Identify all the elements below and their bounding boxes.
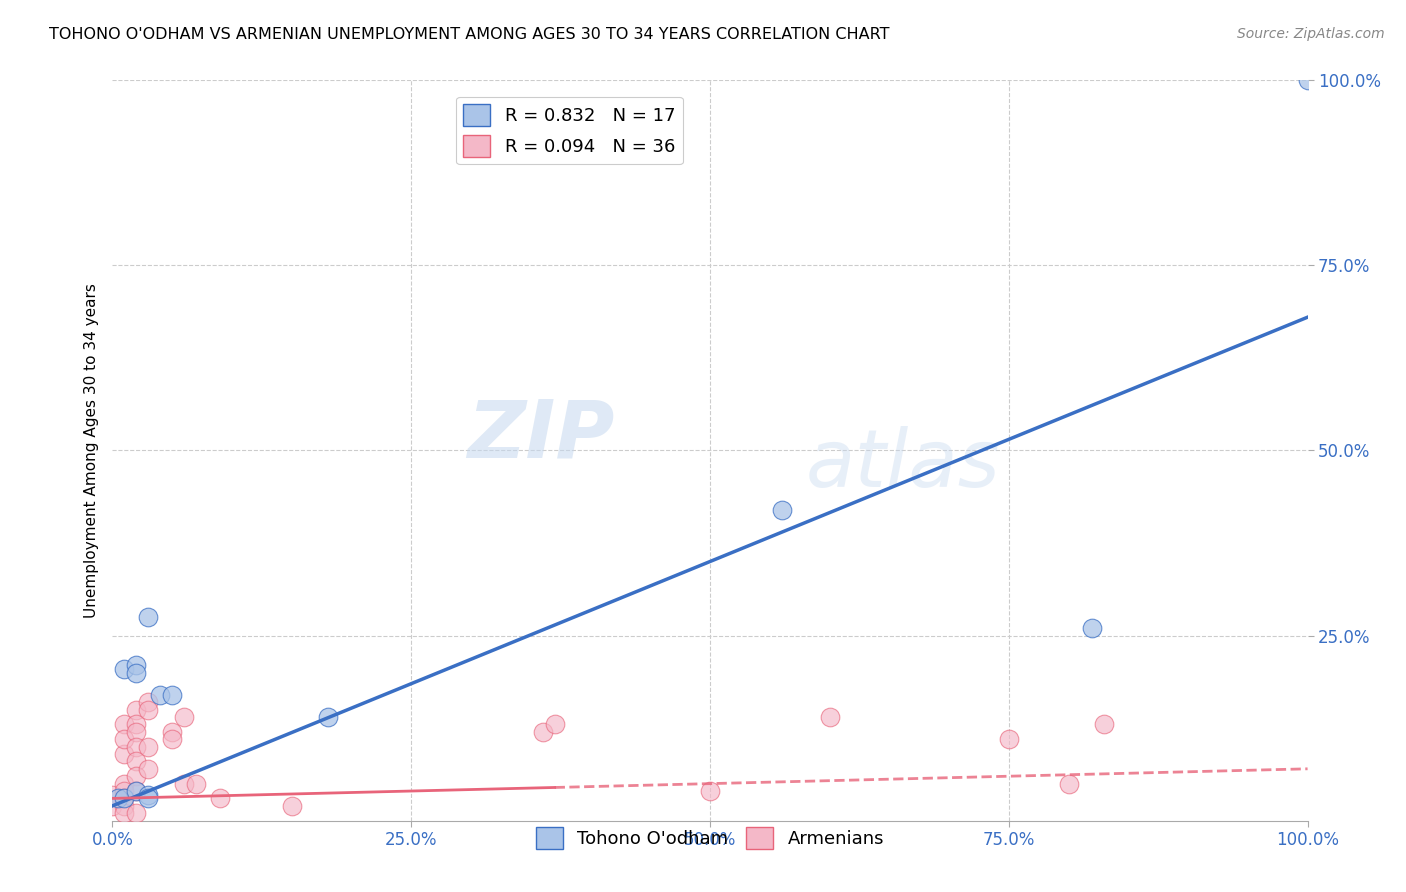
- Point: [101, 798, 124, 813]
- Point: [1057, 776, 1080, 791]
- Point: [699, 784, 721, 798]
- Point: [114, 791, 135, 805]
- Point: [770, 502, 793, 516]
- Point: [125, 665, 148, 680]
- Legend: Tohono O'odham, Armenians: Tohono O'odham, Armenians: [529, 820, 891, 856]
- Point: [1081, 621, 1104, 635]
- Point: [114, 747, 135, 761]
- Point: [162, 724, 183, 739]
- Point: [125, 724, 148, 739]
- Point: [138, 695, 160, 709]
- Point: [998, 732, 1021, 747]
- Point: [125, 755, 148, 769]
- Text: ZIP: ZIP: [467, 397, 614, 475]
- Point: [173, 776, 195, 791]
- Point: [316, 710, 339, 724]
- Point: [138, 610, 160, 624]
- Point: [101, 788, 124, 802]
- Text: TOHONO O'ODHAM VS ARMENIAN UNEMPLOYMENT AMONG AGES 30 TO 34 YEARS CORRELATION CH: TOHONO O'ODHAM VS ARMENIAN UNEMPLOYMENT …: [49, 27, 890, 42]
- Point: [125, 784, 148, 798]
- Point: [149, 688, 172, 702]
- Point: [114, 732, 135, 747]
- Point: [138, 791, 160, 805]
- Point: [1094, 717, 1116, 731]
- Point: [125, 739, 148, 754]
- Point: [543, 717, 565, 731]
- Y-axis label: Unemployment Among Ages 30 to 34 years: Unemployment Among Ages 30 to 34 years: [83, 283, 98, 618]
- Point: [114, 717, 135, 731]
- Point: [125, 703, 148, 717]
- Point: [125, 769, 148, 783]
- Point: [125, 784, 148, 798]
- Point: [114, 784, 135, 798]
- Point: [125, 717, 148, 731]
- Point: [138, 703, 160, 717]
- Point: [125, 658, 148, 673]
- Point: [125, 806, 148, 821]
- Point: [281, 798, 304, 813]
- Text: Source: ZipAtlas.com: Source: ZipAtlas.com: [1237, 27, 1385, 41]
- Point: [1296, 73, 1319, 87]
- Point: [186, 776, 208, 791]
- Point: [114, 776, 135, 791]
- Point: [107, 791, 129, 805]
- Point: [162, 732, 183, 747]
- Point: [138, 762, 160, 776]
- Point: [531, 724, 554, 739]
- Point: [209, 791, 232, 805]
- Point: [173, 710, 195, 724]
- Point: [114, 806, 135, 821]
- Point: [114, 798, 135, 813]
- Point: [138, 788, 160, 802]
- Point: [818, 710, 841, 724]
- Point: [114, 662, 135, 676]
- Point: [162, 688, 183, 702]
- Point: [138, 739, 160, 754]
- Text: atlas: atlas: [806, 426, 1001, 504]
- Point: [114, 791, 135, 805]
